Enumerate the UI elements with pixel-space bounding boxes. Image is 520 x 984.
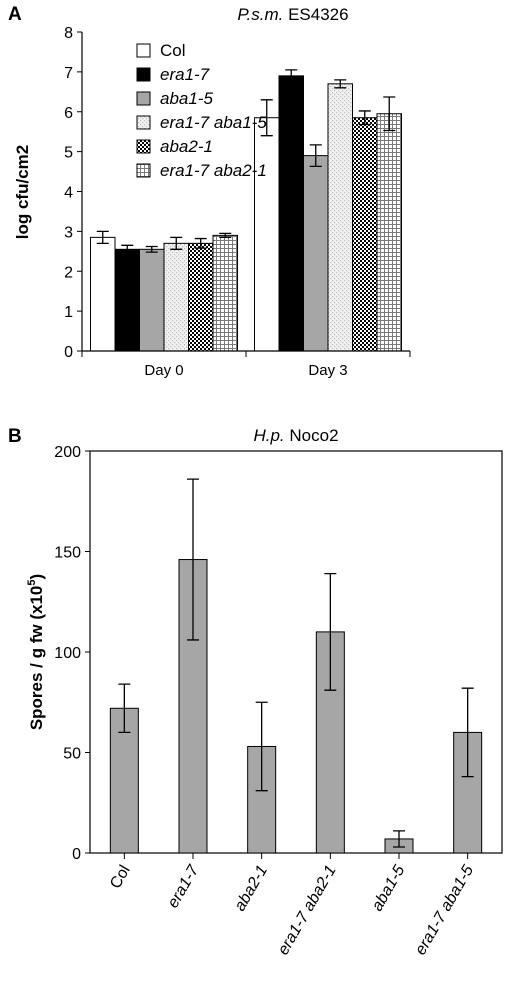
panel-a-bar-aba1-5-Day-0 [139,248,165,352]
panel-a-legend-label: era1-7 aba1-5 [160,113,267,132]
panel-b-y-ticks: 0 50 100 150 200 [54,444,90,863]
panel-b-title-rest: Noco2 [285,426,339,445]
panel-b-x-labels: Col era1-7 aba2-1 era1-7 aba2-1 aba1-5 era1-7… [107,862,477,959]
panel-a-error-bar [309,144,322,168]
panel-a-error-bar [285,69,298,83]
panel-a-title-rest: ES4326 [283,5,348,24]
panel-b-y-axis-label: Spores / g fw (x105) [26,574,46,730]
panel-b-y-tick-label: 0 [72,846,81,863]
panel-b-y-tick-label: 200 [54,444,81,461]
panel-a-error-bar [260,99,273,137]
panel-a-y-tick-label: 4 [64,185,73,202]
panel-a-error-bar [96,230,109,244]
panel-b-x-tick-label: era1-7 [165,862,203,912]
panel-a-error-bar [334,79,347,89]
panel-a-y-tick-label: 3 [64,224,73,241]
panel-a-x-labels: Day 0 Day 3 [144,362,347,379]
panel-b-x-tick-label: era1-7 aba2-1 [275,863,340,959]
panel-b-title-italic: H.p. [253,426,284,445]
panel-b-y-axis-label-sup: 5 [26,580,38,586]
panel-b-bars [109,478,483,859]
panel-a-label: A [8,4,22,25]
panel-a-legend-label: aba2-1 [160,137,213,156]
panel-a-bar-Col-Day-0 [90,236,116,352]
panel-b-x-tick-label: era1-7 aba1-5 [412,862,477,958]
panel-b-error-bar [324,572,337,691]
panel-a-title-italic: P.s.m. [237,5,283,24]
panel-a-bar-era1-7-aba1-5-Day-0 [163,242,189,352]
panel-a-legend-label: aba1-5 [160,89,213,108]
panel-a-legend-label: Col [160,41,186,60]
panel-a-y-tick-label: 7 [64,65,73,82]
panel-a-y-ticks: 0 1 2 3 4 5 6 7 8 [64,25,82,361]
panel-b-x-tick-label: Col [107,863,134,892]
panel-a-legend-swatch [136,115,151,130]
panel-a-legend: Col era1-7 aba1-5 era1-7 aba1-5 aba2-1 era1-7… [136,41,267,180]
panel-b-y-axis-label-end: ) [27,574,46,580]
panel-b-y-axis-label-main: Spores / g fw (x10 [27,586,46,731]
panel-a-bar-era1-7-aba2-1-Day-3 [376,113,402,352]
panel-b-y-tick-label: 100 [54,645,81,662]
panel-a-bar-era1-7-Day-0 [114,248,140,352]
panel-a-legend-label: era1-7 aba2-1 [160,161,267,180]
panel-b-y-tick-label: 150 [54,545,81,562]
panel-a-y-tick-label: 6 [64,105,73,122]
panel-a-error-bar [194,237,207,249]
panel-b-error-bar [255,701,268,792]
panel-b-error-bar [393,830,405,848]
panel-b: B H.p. Noco2 Spores / g fw (x105) 0 50 100… [8,426,503,959]
panel-a-bar-era1-7-aba2-1-Day-0 [212,234,238,352]
panel-b-plot-border [89,450,503,854]
panel-a-bar-aba2-1-Day-3 [352,117,378,352]
panel-a-y-axis-label: log cfu/cm2 [13,145,32,239]
panel-b-error-bar [461,687,474,778]
panel-a-error-bar [358,110,371,126]
panel-b-x-tick-label: aba2-1 [231,863,271,915]
panel-a-legend-swatch [136,139,151,154]
panel-b-title: H.p. Noco2 [253,426,338,445]
panel-a-legend-swatch [136,43,151,58]
panel-a-y-tick-label: 1 [64,304,73,321]
panel-b-error-bar [118,683,131,734]
panel-b-y-tick-label: 50 [63,746,81,763]
panel-a-bar-Col-Day-3 [254,117,280,352]
panel-a-title: P.s.m. ES4326 [237,5,348,24]
panel-a-bar-aba1-5-Day-3 [303,155,329,352]
panel-a-y-tick-label: 2 [64,264,73,281]
panel-a-legend-swatch [136,91,151,106]
panel-a-legend-swatch [136,67,151,82]
panel-a-error-bar [170,236,183,250]
panel-a-bar-era1-7-aba1-5-Day-3 [327,83,353,352]
panel-b-x-tick-label: aba1-5 [369,862,409,914]
panel-a-x-tick-label: Day 0 [144,362,183,379]
panel-b-label: B [8,426,22,447]
panel-a-legend-swatch [136,163,151,178]
panel-a-bar-aba2-1-Day-0 [188,242,214,352]
panel-a-bar-era1-7-Day-3 [278,75,304,352]
panel-a-error-bar [219,232,232,239]
panel-a: A P.s.m. ES4326 log cfu/cm2 0 1 2 3 4 5 6 7 8 Da… [8,4,411,379]
panel-a-y-tick-label: 5 [64,145,73,162]
panel-a-error-bar [145,245,158,253]
panel-a-bars [90,69,402,352]
panel-a-axes [81,32,411,357]
panel-a-y-tick-label: 0 [64,344,73,361]
panel-a-legend-label: era1-7 [160,65,210,84]
panel-a-y-tick-label: 8 [64,25,73,42]
panel-a-error-bar [121,244,134,254]
panel-a-x-tick-label: Day 3 [308,362,347,379]
panel-b-error-bar [187,478,199,641]
panel-b-plot-frame [89,450,503,854]
panel-a-error-bar [383,96,396,132]
